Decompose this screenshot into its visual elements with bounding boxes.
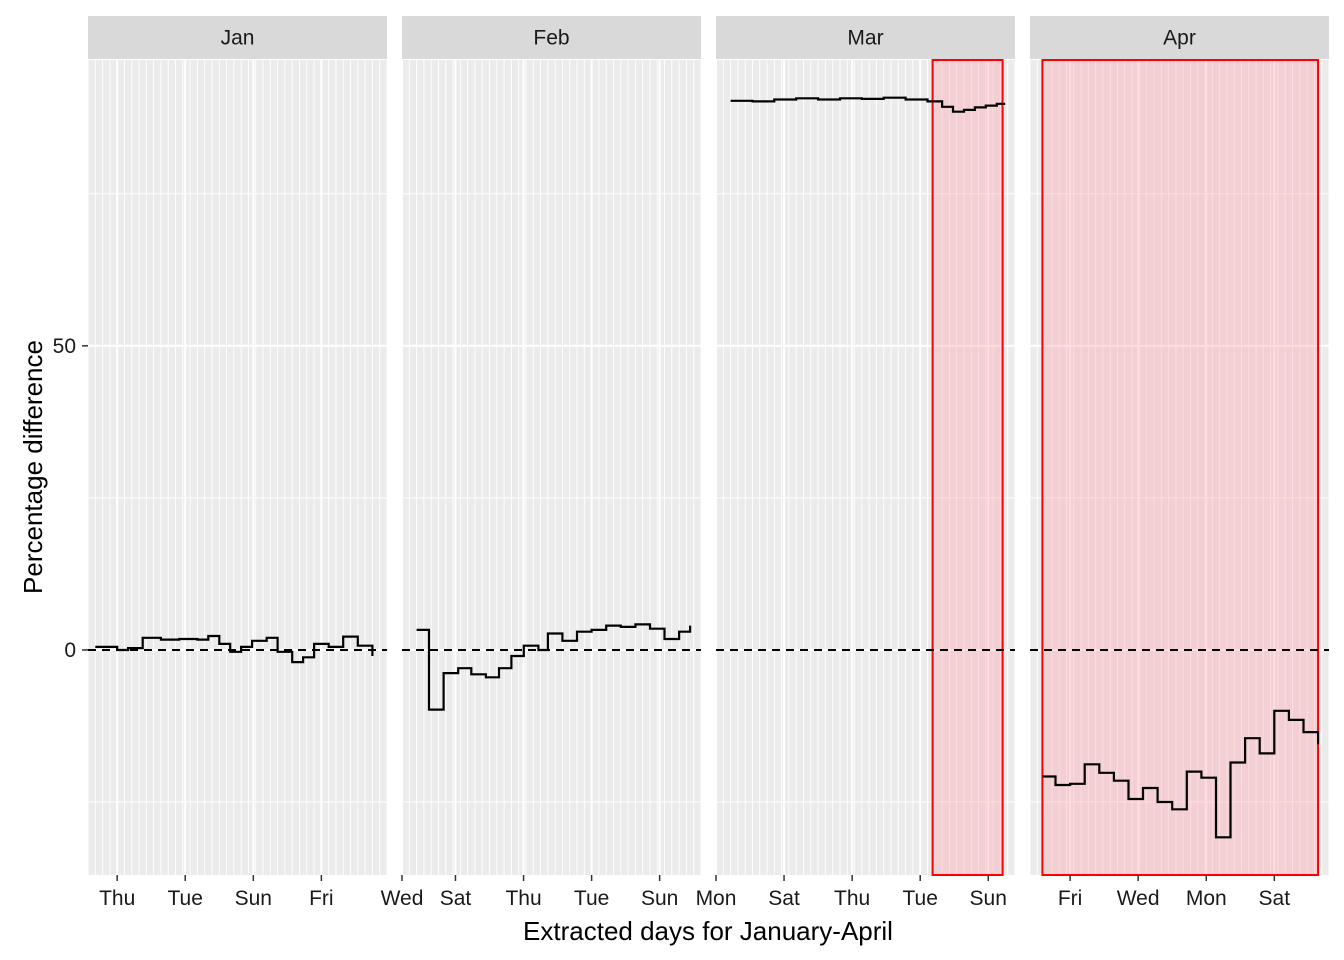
panel-background-apr — [1030, 60, 1329, 875]
x-tick-label: Sat — [768, 887, 800, 910]
highlight-region-apr — [1041, 59, 1320, 876]
facet-panels: Jan Thu Tue Sun Fri Feb Wed Sat Thu Tue Sun Mar Mon S… — [87, 16, 1330, 910]
x-tick-label: Mon — [1186, 887, 1227, 910]
panel-apr: Apr Fri Wed Mon Sat — [1029, 16, 1330, 910]
strip-label-feb: Feb — [533, 27, 569, 50]
panel-background-jan — [88, 60, 387, 875]
series-line-apr — [1042, 709, 1320, 839]
highlight-region-mar — [931, 59, 1004, 876]
x-axis-title: Extracted days for January-April — [523, 916, 893, 946]
x-tick-label: Thu — [834, 887, 870, 910]
x-tick-label: Wed — [1117, 887, 1160, 910]
strip-apr — [1030, 16, 1329, 59]
strip-mar — [716, 16, 1015, 59]
strip-feb — [402, 16, 701, 59]
x-tick-label: Sat — [440, 887, 472, 910]
x-tick-label: Sun — [641, 887, 678, 910]
series-line-jan — [95, 634, 374, 664]
series-line-mar — [730, 96, 1006, 113]
x-tick-label: Fri — [309, 887, 334, 910]
y-tick-label: 0 — [64, 639, 76, 662]
strip-label-mar: Mar — [847, 27, 883, 50]
panel-background-mar — [716, 60, 1015, 875]
strip-jan — [88, 16, 387, 59]
x-tick-label: Mon — [696, 887, 737, 910]
x-tick-label: Tue — [902, 887, 937, 910]
strip-label-apr: Apr — [1163, 27, 1196, 50]
panel-feb: Feb Wed Sat Thu Tue Sun — [381, 16, 702, 910]
panel-background-feb — [402, 60, 701, 875]
x-tick-label: Thu — [505, 887, 541, 910]
x-tick-label: Wed — [381, 887, 424, 910]
x-tick-label: Tue — [168, 887, 203, 910]
panel-mar: Mar Mon Sat Thu Tue Sun — [696, 16, 1016, 910]
y-axis: 0 50 — [53, 335, 88, 662]
y-tick-label: 50 — [53, 335, 76, 358]
y-axis-title: Percentage difference — [18, 340, 48, 594]
x-tick-label: Fri — [1058, 887, 1083, 910]
series-line-feb — [416, 623, 692, 711]
strip-label-jan: Jan — [221, 27, 255, 50]
panel-jan: Jan Thu Tue Sun Fri — [87, 16, 388, 910]
x-tick-label: Tue — [574, 887, 609, 910]
x-tick-label: Sat — [1259, 887, 1291, 910]
x-tick-label: Sun — [970, 887, 1007, 910]
x-tick-label: Thu — [99, 887, 135, 910]
x-tick-label: Sun — [235, 887, 272, 910]
